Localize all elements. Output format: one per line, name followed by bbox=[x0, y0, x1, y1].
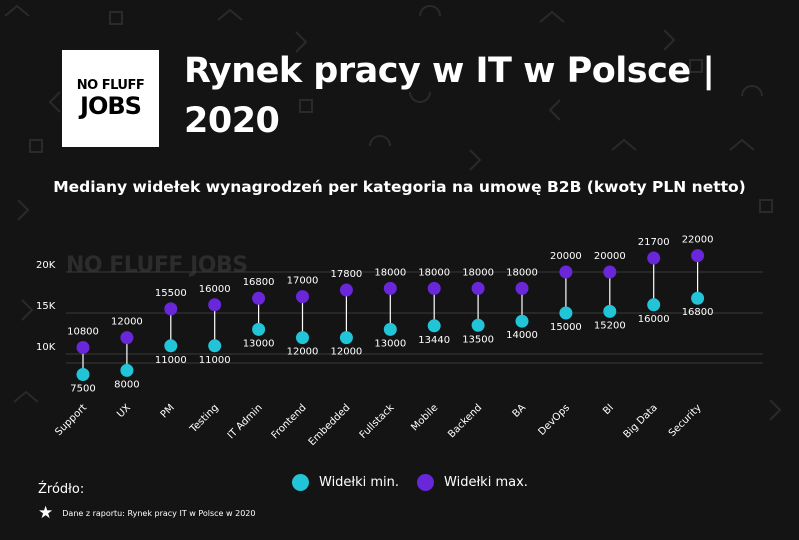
min-point bbox=[164, 339, 178, 353]
max-value-label: 20000 bbox=[594, 251, 626, 262]
category-label: Backend bbox=[446, 402, 484, 440]
min-value-label: 16800 bbox=[682, 307, 714, 318]
category-label: Testing bbox=[187, 402, 220, 435]
max-value-label: 17000 bbox=[287, 276, 319, 287]
max-value-label: 16800 bbox=[243, 277, 275, 288]
category-label: Big Data bbox=[622, 402, 660, 440]
source-label: Źródło: bbox=[38, 482, 85, 497]
category-label: BA bbox=[511, 402, 529, 420]
y-tick-label: 15K bbox=[36, 301, 56, 312]
legend-max-swatch bbox=[417, 474, 435, 491]
logo-line1: NO FLUFF bbox=[76, 78, 145, 93]
category-label: Embedded bbox=[307, 402, 353, 448]
category-label: Security bbox=[667, 402, 704, 439]
min-value-label: 16000 bbox=[638, 314, 670, 325]
min-value-label: 14000 bbox=[506, 330, 538, 341]
category-label: Support bbox=[53, 402, 89, 438]
min-point bbox=[427, 319, 441, 333]
category-label: DevOps bbox=[537, 402, 572, 437]
min-value-label: 13000 bbox=[243, 338, 275, 349]
max-value-label: 10800 bbox=[67, 326, 99, 337]
min-value-label: 12000 bbox=[330, 347, 362, 358]
max-point bbox=[76, 340, 90, 354]
page-title: Rynek pracy w IT w Polsce | 2020 bbox=[184, 51, 715, 141]
min-value-label: 12000 bbox=[287, 347, 319, 358]
legend-max-label: Widełki max. bbox=[444, 475, 528, 490]
source-note-text: Dane z raportu: Rynek pracy IT w Polsce … bbox=[62, 509, 256, 518]
max-value-label: 17800 bbox=[330, 269, 362, 280]
min-point bbox=[339, 331, 353, 345]
max-value-label: 20000 bbox=[550, 251, 582, 262]
max-point bbox=[252, 291, 266, 305]
max-point bbox=[208, 298, 222, 312]
legend-item-min: Widełki min. bbox=[292, 474, 399, 491]
category-label: IT Admin bbox=[226, 402, 265, 441]
min-value-label: 15000 bbox=[550, 322, 582, 333]
max-value-label: 16000 bbox=[199, 284, 231, 295]
min-point bbox=[559, 306, 573, 320]
min-value-label: 13000 bbox=[374, 338, 406, 349]
min-point bbox=[252, 322, 266, 336]
source-note: ★ Dane z raportu: Rynek pracy IT w Polsc… bbox=[38, 505, 255, 522]
logo-line2: JOBS bbox=[80, 92, 142, 120]
max-point bbox=[427, 281, 441, 295]
min-value-label: 8000 bbox=[114, 379, 139, 390]
chart-subtitle: Mediany widełek wynagrodzeń per kategori… bbox=[53, 178, 746, 196]
y-tick-label: 20K bbox=[36, 260, 56, 271]
nofluffjobs-logo: NO FLUFF JOBS bbox=[62, 50, 159, 147]
legend-min-swatch bbox=[292, 474, 309, 491]
max-value-label: 15500 bbox=[155, 288, 187, 299]
category-label: Mobile bbox=[409, 402, 440, 433]
min-value-label: 15200 bbox=[594, 320, 626, 331]
min-point bbox=[515, 314, 529, 328]
min-value-label: 13440 bbox=[418, 335, 450, 346]
chart-legend: Widełki min. Widełki max. bbox=[292, 474, 546, 491]
min-point bbox=[647, 298, 661, 312]
max-value-label: 18000 bbox=[506, 267, 538, 278]
min-value-label: 13500 bbox=[462, 334, 494, 345]
max-value-label: 18000 bbox=[418, 267, 450, 278]
min-point bbox=[208, 339, 222, 353]
min-point bbox=[471, 318, 485, 332]
y-tick-label: 10K bbox=[36, 342, 56, 353]
max-point bbox=[120, 331, 134, 345]
max-point bbox=[339, 283, 353, 297]
max-value-label: 18000 bbox=[462, 267, 494, 278]
max-value-label: 22000 bbox=[682, 235, 714, 246]
min-point bbox=[603, 304, 617, 318]
max-point bbox=[603, 265, 617, 279]
category-label: Frontend bbox=[270, 402, 309, 441]
legend-min-label: Widełki min. bbox=[319, 475, 400, 490]
watermark: NO FLUFF JOBS bbox=[66, 253, 248, 278]
max-point bbox=[471, 281, 485, 295]
max-point bbox=[691, 249, 705, 263]
max-point bbox=[559, 265, 573, 279]
max-value-label: 18000 bbox=[374, 267, 406, 278]
category-label: PM bbox=[159, 402, 177, 420]
min-value-label: 11000 bbox=[199, 355, 231, 366]
max-point bbox=[164, 302, 178, 316]
max-value-label: 21700 bbox=[638, 237, 670, 248]
min-point bbox=[120, 363, 134, 377]
category-label: UX bbox=[115, 402, 133, 420]
min-value-label: 7500 bbox=[70, 384, 95, 395]
max-point bbox=[383, 281, 397, 295]
min-point bbox=[296, 331, 309, 345]
max-point bbox=[647, 251, 661, 265]
min-value-label: 11000 bbox=[155, 355, 187, 366]
star-icon: ★ bbox=[38, 503, 54, 523]
category-label: BI bbox=[601, 402, 616, 417]
max-value-label: 12000 bbox=[111, 317, 143, 328]
min-point bbox=[383, 322, 397, 336]
category-label: Fullstack bbox=[358, 402, 397, 441]
legend-item-max: Widełki max. bbox=[417, 474, 528, 491]
min-point bbox=[76, 368, 90, 381]
max-point bbox=[515, 281, 529, 295]
max-point bbox=[296, 290, 309, 304]
min-point bbox=[691, 291, 705, 305]
